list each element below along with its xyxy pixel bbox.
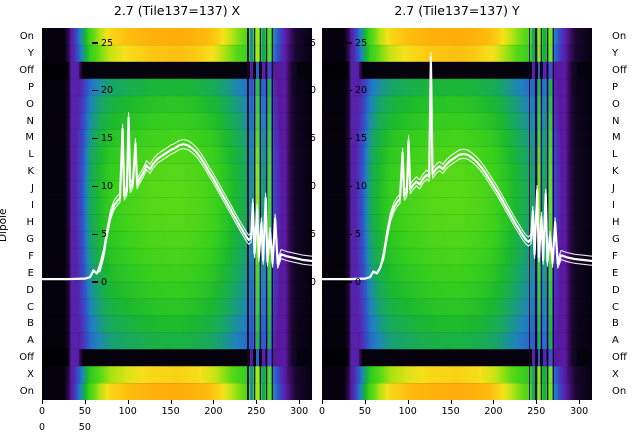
- dipole-row-label-right: P: [612, 81, 619, 93]
- x-axis-tick-label: 100: [118, 406, 137, 417]
- x-axis-extra-tick-label: 0: [38, 422, 46, 433]
- x-axis-tick-mark: [579, 400, 581, 404]
- line-axis-tick-label: 20: [92, 85, 113, 96]
- panel-title-y: 2.7 (Tile137=137) Y: [394, 3, 520, 18]
- dipole-row-label-right: G: [612, 233, 620, 245]
- x-axis-tick-label: 300: [570, 406, 589, 417]
- x-axis-tick-label: 0: [318, 406, 326, 417]
- line-axis-tick-label: 0: [92, 277, 107, 288]
- x-axis-tick-mark: [213, 400, 215, 404]
- dipole-row-label-left: Y: [27, 47, 34, 59]
- line-axis-tick-label: 5: [346, 229, 361, 240]
- dipole-row-label-left: N: [26, 115, 34, 127]
- x-axis-tick-mark: [299, 400, 301, 404]
- dipole-row-label-right: D: [612, 284, 620, 296]
- dipole-row-label-right: L: [612, 149, 618, 161]
- dipole-row-label-left: E: [27, 267, 34, 279]
- dipole-row-label-left: P: [27, 81, 34, 93]
- dipole-row-label-left: H: [26, 216, 34, 228]
- line-axis-tick-label: 20: [346, 85, 367, 96]
- line-axis-tick-label: 25: [92, 38, 113, 49]
- x-axis-tick-label: 150: [161, 406, 180, 417]
- x-axis-tick-label: 0: [38, 406, 46, 417]
- x-axis-tick-mark: [127, 400, 129, 404]
- dipole-row-label-left: O: [26, 98, 34, 110]
- dipole-row-label-right: I: [612, 200, 615, 212]
- line-axis-tick-label-mid: 25: [303, 37, 316, 49]
- dipole-row-label-left: On: [19, 30, 34, 42]
- dipole-row-label-right: On: [612, 30, 627, 42]
- dipole-row-label-right: On: [612, 386, 627, 398]
- x-axis-tick-mark: [536, 400, 538, 404]
- dipole-row-label-left: B: [27, 318, 34, 330]
- x-axis-tick-mark: [450, 400, 452, 404]
- line-axis-tick-label-mid: 0: [309, 276, 316, 288]
- dipole-row-label-right: Off: [612, 64, 627, 76]
- x-axis-tick-mark: [256, 400, 258, 404]
- dipole-row-label-left: C: [27, 301, 34, 313]
- dipole-row-label-right: B: [612, 318, 619, 330]
- line-axis-tick-label: 25: [346, 38, 367, 49]
- dipole-row-label-right: X: [612, 369, 619, 381]
- line-axis-tick-label: 5: [92, 229, 107, 240]
- x-axis-tick-mark: [407, 400, 409, 404]
- dipole-row-label-left: A: [27, 335, 34, 347]
- x-axis-tick-label: 50: [78, 406, 91, 417]
- x-axis-tick-mark: [322, 400, 323, 404]
- dipole-row-label-right: K: [612, 166, 619, 178]
- line-axis-tick-label-mid: 20: [303, 85, 316, 97]
- x-axis-tick-label: 200: [484, 406, 503, 417]
- x-axis-tick-mark: [84, 400, 86, 404]
- line-axis-tick-label: 10: [92, 181, 113, 192]
- dipole-row-label-left: K: [27, 166, 34, 178]
- dipole-row-label-left: On: [19, 386, 34, 398]
- dipole-row-label-left: J: [31, 183, 34, 195]
- line-axis-tick-label: 15: [346, 133, 367, 144]
- heatmap-panel-x: [42, 28, 312, 400]
- heatmap-panel-y: [322, 28, 592, 400]
- heatmap-canvas-x: [42, 28, 312, 400]
- dipole-row-label-left: I: [31, 200, 34, 212]
- dipole-row-label-right: C: [612, 301, 619, 313]
- x-axis-extra-tick-label: 50: [78, 422, 91, 433]
- dipole-row-label-left: F: [28, 250, 34, 262]
- dipole-row-label-right: Y: [612, 47, 619, 59]
- line-axis-tick-label: 10: [346, 181, 367, 192]
- line-axis-tick-label-mid: 5: [309, 228, 316, 240]
- dipole-row-label-right: N: [612, 115, 620, 127]
- dipole-row-label-right: A: [612, 335, 619, 347]
- dipole-row-label-left: D: [26, 284, 34, 296]
- dipole-row-label-left: L: [28, 149, 34, 161]
- dipole-row-label-left: Off: [19, 352, 34, 364]
- x-axis-tick-mark: [493, 400, 495, 404]
- x-axis-tick-label: 200: [204, 406, 223, 417]
- line-axis-tick-label: 15: [92, 133, 113, 144]
- dipole-row-label-right: O: [612, 98, 620, 110]
- dipole-row-label-left: M: [25, 132, 34, 144]
- dipole-row-label-left: G: [26, 233, 34, 245]
- dipole-row-label-right: J: [612, 183, 615, 195]
- line-axis-tick-label-mid: 10: [303, 180, 316, 192]
- x-axis-tick-mark: [364, 400, 366, 404]
- x-axis-tick-label: 300: [290, 406, 309, 417]
- panel-title-x: 2.7 (Tile137=137) X: [113, 3, 241, 18]
- line-axis-tick-label: 0: [346, 277, 361, 288]
- heatmap-canvas-y: [322, 28, 592, 400]
- dipole-row-label-right: E: [612, 267, 619, 279]
- x-axis-tick-mark: [170, 400, 172, 404]
- x-axis-tick-label: 50: [358, 406, 371, 417]
- x-axis-tick-label: 250: [527, 406, 546, 417]
- dipole-row-label-right: M: [612, 132, 621, 144]
- line-axis-tick-label-mid: 15: [303, 133, 316, 145]
- x-axis-tick-label: 150: [441, 406, 460, 417]
- x-axis-tick-label: 250: [247, 406, 266, 417]
- x-axis-tick-mark: [42, 400, 43, 404]
- x-axis-tick-label: 100: [398, 406, 417, 417]
- dipole-row-label-right: H: [612, 216, 620, 228]
- dipole-row-label-left: X: [27, 369, 34, 381]
- dipole-row-label-right: F: [612, 250, 618, 262]
- dipole-row-label-left: Off: [19, 64, 34, 76]
- dipole-row-label-right: Off: [612, 352, 627, 364]
